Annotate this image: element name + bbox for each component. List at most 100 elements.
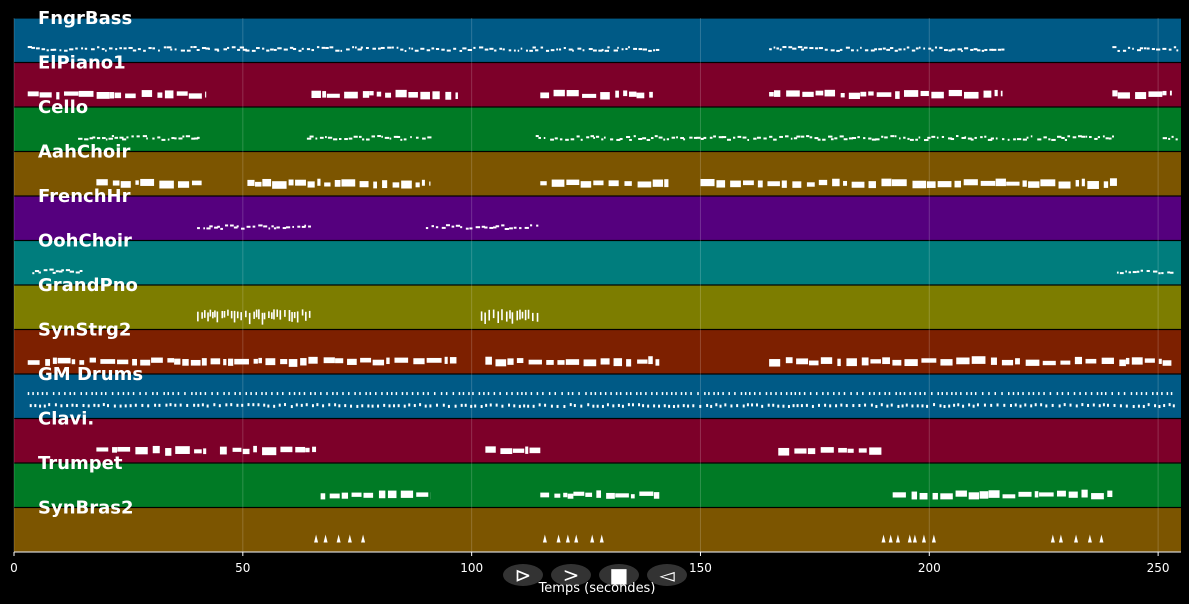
track-label: Cello xyxy=(38,97,88,118)
note xyxy=(1127,46,1131,49)
note xyxy=(175,446,190,454)
previous-button[interactable]: ◅ xyxy=(647,563,687,587)
note xyxy=(697,392,699,396)
note xyxy=(976,403,979,407)
note xyxy=(892,359,902,366)
next-button[interactable]: > xyxy=(551,563,591,587)
note xyxy=(527,309,530,319)
note xyxy=(536,224,539,227)
note xyxy=(167,138,170,141)
note xyxy=(1131,357,1143,365)
track-background xyxy=(14,152,1181,196)
note xyxy=(442,403,445,407)
note xyxy=(425,227,429,230)
note xyxy=(912,180,927,189)
note xyxy=(590,135,594,138)
note xyxy=(1061,136,1065,139)
note xyxy=(794,392,797,396)
note xyxy=(178,137,183,140)
note xyxy=(421,179,425,186)
note xyxy=(304,224,307,227)
note xyxy=(779,48,782,51)
note xyxy=(637,359,648,364)
note xyxy=(136,135,140,138)
note xyxy=(773,46,776,49)
note xyxy=(532,46,536,49)
note xyxy=(1043,392,1045,396)
note xyxy=(311,49,315,52)
stop-button[interactable]: ■ xyxy=(599,563,639,587)
note xyxy=(550,138,554,141)
note xyxy=(862,392,864,396)
note xyxy=(590,392,592,396)
note xyxy=(58,270,63,273)
note xyxy=(449,357,457,364)
note xyxy=(184,392,186,396)
note xyxy=(903,136,906,139)
note xyxy=(240,312,242,321)
note xyxy=(664,179,669,188)
note xyxy=(983,403,986,407)
note xyxy=(624,181,632,186)
note xyxy=(565,534,570,543)
note xyxy=(185,135,191,138)
note xyxy=(191,392,193,396)
note xyxy=(1137,404,1140,408)
control-glyph: ■ xyxy=(610,563,629,587)
note xyxy=(371,404,374,408)
note xyxy=(431,225,434,228)
note xyxy=(385,92,392,98)
note xyxy=(276,392,279,396)
note xyxy=(1107,490,1113,498)
note-segment xyxy=(27,356,457,367)
note xyxy=(206,404,209,408)
note xyxy=(176,91,188,96)
note xyxy=(666,138,670,141)
note xyxy=(325,136,327,139)
note xyxy=(391,392,393,396)
note xyxy=(335,49,340,52)
note xyxy=(158,49,160,52)
track-label: FngrBass xyxy=(38,8,132,29)
note xyxy=(869,447,882,455)
note xyxy=(182,135,185,138)
note xyxy=(682,404,685,408)
note xyxy=(881,534,886,543)
note xyxy=(488,309,491,321)
note xyxy=(446,49,451,52)
note xyxy=(941,392,944,396)
note xyxy=(344,138,348,141)
note xyxy=(351,492,362,497)
note xyxy=(580,138,583,141)
note xyxy=(253,311,255,319)
note xyxy=(850,392,852,396)
note xyxy=(459,49,463,52)
note xyxy=(152,137,155,140)
note xyxy=(207,312,209,322)
note xyxy=(271,225,274,228)
note xyxy=(167,392,170,396)
note xyxy=(585,392,587,396)
note xyxy=(179,403,182,407)
note xyxy=(190,46,193,49)
note xyxy=(388,404,391,408)
note xyxy=(1113,403,1116,407)
note xyxy=(1122,49,1127,52)
note xyxy=(325,46,329,49)
note xyxy=(596,404,599,408)
note xyxy=(1078,135,1082,138)
note xyxy=(29,404,32,408)
note xyxy=(1136,270,1140,273)
track-6 xyxy=(14,285,1181,329)
note xyxy=(964,136,967,139)
note xyxy=(122,138,127,141)
note xyxy=(223,311,226,318)
note xyxy=(282,392,284,396)
note xyxy=(907,534,912,543)
note xyxy=(199,392,202,396)
x-tick-label: 50 xyxy=(235,561,250,575)
note xyxy=(1075,404,1078,408)
play-button[interactable]: ⊳ xyxy=(503,563,543,587)
note xyxy=(300,403,303,407)
note xyxy=(335,358,344,364)
